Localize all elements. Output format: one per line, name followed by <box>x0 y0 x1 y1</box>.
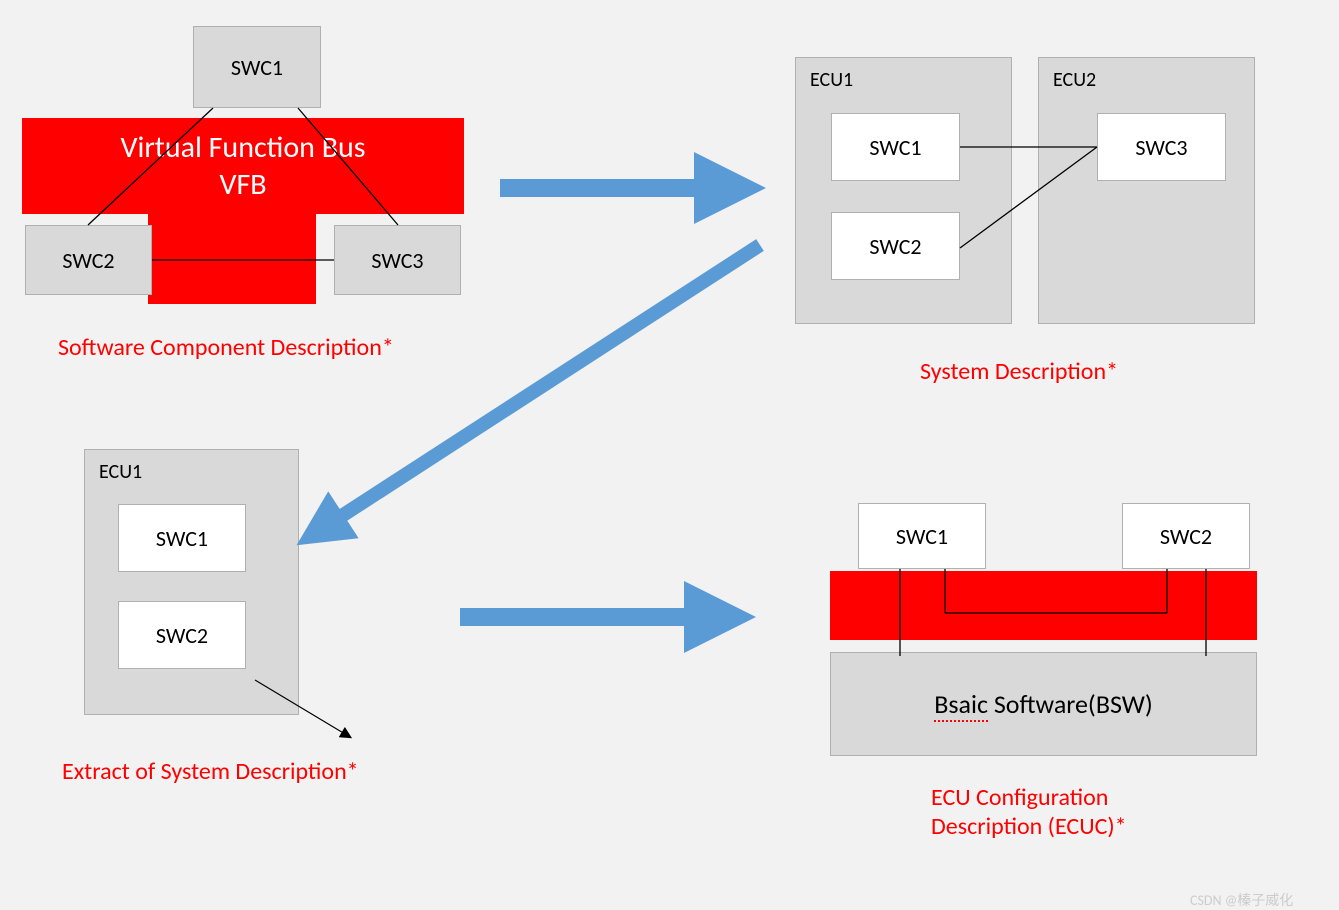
q2-swc2-label: SWC2 <box>869 233 921 260</box>
q1-swc2-label: SWC2 <box>62 247 114 274</box>
q4-red-bar <box>830 571 1257 640</box>
q4-swc1-label: SWC1 <box>896 523 948 550</box>
q4-caption: ECU Configuration Description (ECUC)* <box>931 783 1127 841</box>
q4-bsw-label-prefix: Bsaic <box>934 688 988 722</box>
vfb-line2: VFB <box>219 166 266 203</box>
q3-ecu1-label: ECU1 <box>99 460 142 484</box>
q2-swc1-box: SWC1 <box>831 113 960 181</box>
q1-swc1-label: SWC1 <box>231 54 283 81</box>
q3-ecu1-box: ECU1 <box>84 449 299 715</box>
q3-swc1-label: SWC1 <box>156 525 208 552</box>
q4-bsw-label-rest: Software(BSW) <box>988 688 1153 720</box>
q2-caption: System Description* <box>920 357 1118 386</box>
vfb-line1: Virtual Function Bus <box>120 129 365 166</box>
q1-caption: Software Component Description* <box>58 333 394 362</box>
q3-swc2-label: SWC2 <box>156 622 208 649</box>
q4-swc2-label: SWC2 <box>1160 523 1212 550</box>
q2-swc1-label: SWC1 <box>869 134 921 161</box>
q4-swc1-box: SWC1 <box>858 503 986 569</box>
q1-swc3-label: SWC3 <box>371 247 423 274</box>
q4-bsw-label: Bsaic Software(BSW) <box>934 688 1152 720</box>
q2-ecu1-label: ECU1 <box>810 68 853 92</box>
q2-ecu2-box: ECU2 <box>1038 57 1255 324</box>
q4-bsw-box: Bsaic Software(BSW) <box>830 652 1257 756</box>
q2-swc3-label: SWC3 <box>1135 134 1187 161</box>
q4-caption-line2: Description (ECUC)* <box>931 812 1127 841</box>
q2-swc2-box: SWC2 <box>831 212 960 280</box>
vfb-red-bar: Virtual Function Bus VFB <box>22 118 464 214</box>
q2-ecu2-label: ECU2 <box>1053 68 1096 92</box>
q3-swc2-box: SWC2 <box>118 601 246 669</box>
q1-swc2-box: SWC2 <box>25 225 152 295</box>
q2-ecu1-box: ECU1 <box>795 57 1012 324</box>
watermark: CSDN @榛子威化 <box>1190 890 1293 910</box>
q1-swc1-box: SWC1 <box>193 26 321 108</box>
q3-swc1-box: SWC1 <box>118 504 246 572</box>
q3-caption: Extract of System Description* <box>62 757 359 786</box>
q2-swc3-box: SWC3 <box>1097 113 1226 181</box>
vfb-red-tail <box>148 214 316 304</box>
q1-swc3-box: SWC3 <box>334 225 461 295</box>
q4-caption-line1: ECU Configuration <box>931 783 1108 812</box>
q4-swc2-box: SWC2 <box>1122 503 1250 569</box>
